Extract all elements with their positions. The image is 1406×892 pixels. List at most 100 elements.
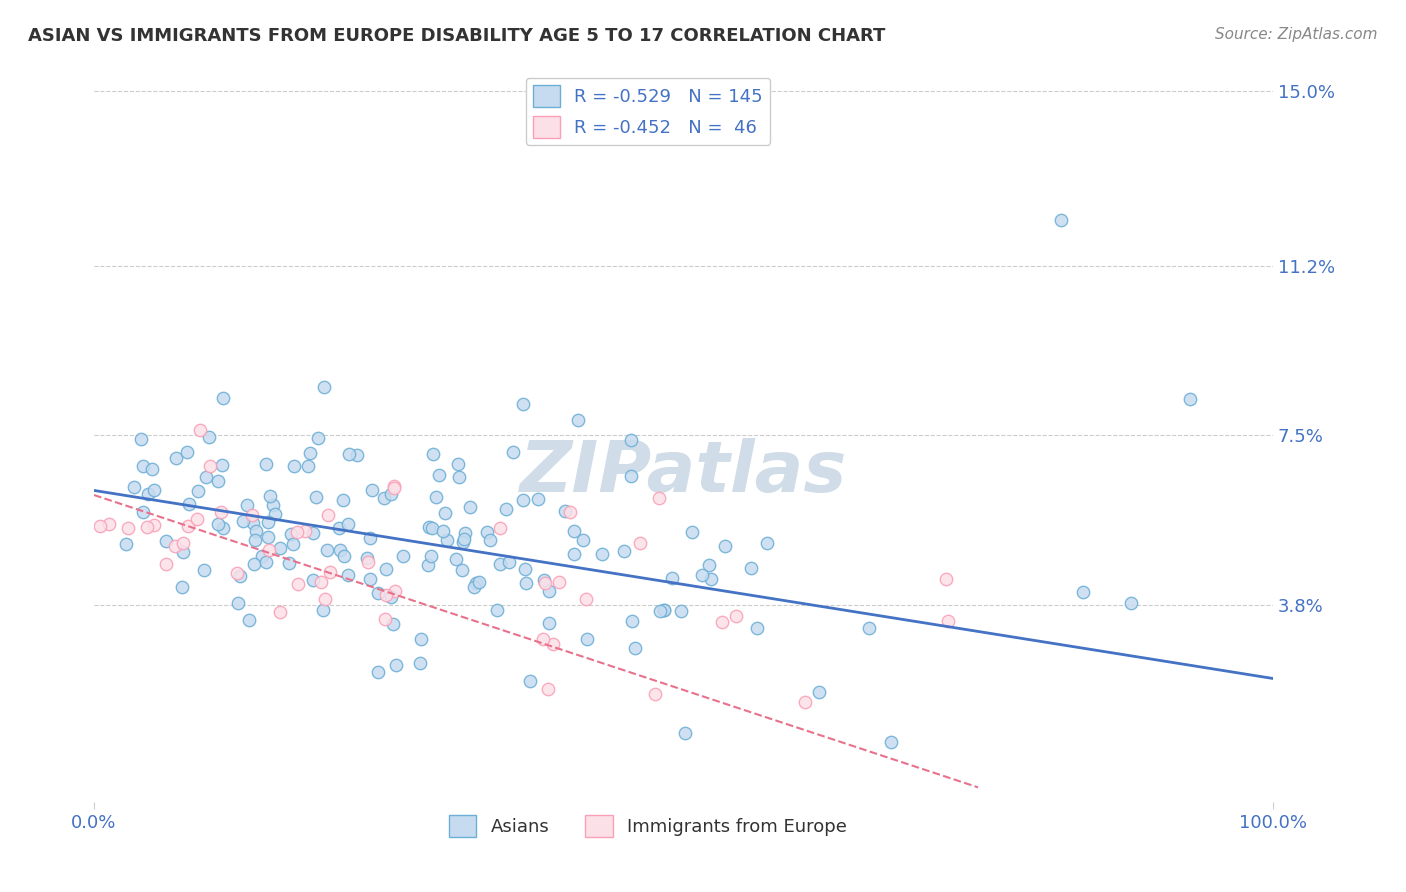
Point (512, 397, 534, 411)
Point (382, 617, 405, 632)
Point (454, 526, 477, 541)
Point (538, 616, 561, 631)
Point (280, 527, 302, 541)
Point (690, 568, 713, 582)
Point (644, 687, 666, 701)
Point (131, 458, 153, 473)
Point (259, 489, 281, 503)
Point (302, 573, 325, 587)
Point (269, 541, 291, 555)
Point (333, 549, 356, 564)
Point (209, 504, 232, 518)
Point (187, 483, 209, 498)
Point (256, 516, 278, 530)
Point (513, 561, 536, 575)
Point (337, 447, 360, 461)
Point (226, 596, 249, 610)
Point (374, 562, 396, 576)
Point (117, 521, 139, 535)
Point (188, 423, 211, 437)
Point (252, 549, 274, 564)
Point (453, 532, 475, 546)
Point (463, 580, 485, 594)
Point (176, 445, 198, 459)
Point (256, 530, 278, 544)
Point (98, 516, 121, 531)
Point (807, 685, 830, 699)
Point (547, 575, 569, 590)
Point (367, 586, 389, 600)
Legend: Asians, Immigrants from Europe: Asians, Immigrants from Europe (441, 808, 853, 845)
Point (240, 508, 263, 522)
Point (1049, 212, 1071, 227)
Point (155, 534, 177, 549)
Point (193, 563, 215, 577)
Text: ASIAN VS IMMIGRANTS FROM EUROPE DISABILITY AGE 5 TO 17 CORRELATION CHART: ASIAN VS IMMIGRANTS FROM EUROPE DISABILI… (28, 27, 886, 45)
Point (285, 525, 308, 540)
Point (620, 469, 643, 483)
Point (575, 592, 598, 607)
Point (432, 524, 454, 538)
Point (129, 432, 152, 446)
Point (283, 458, 305, 473)
Point (936, 614, 959, 628)
Point (613, 543, 636, 558)
Point (628, 536, 651, 550)
Point (567, 413, 589, 427)
Point (714, 539, 737, 553)
Point (332, 493, 354, 508)
Point (654, 603, 676, 617)
Point (422, 521, 444, 535)
Point (515, 575, 537, 590)
Point (346, 448, 368, 462)
Point (170, 580, 193, 594)
Point (711, 615, 734, 630)
Point (1180, 392, 1202, 406)
Point (314, 379, 336, 393)
Point (207, 516, 229, 531)
Point (136, 486, 159, 500)
Point (661, 571, 683, 585)
Point (314, 592, 336, 607)
Point (238, 613, 260, 627)
Point (243, 533, 266, 547)
Point (418, 520, 440, 534)
Point (380, 590, 402, 604)
Point (409, 656, 432, 670)
Point (745, 621, 768, 635)
Point (756, 536, 779, 550)
Point (337, 568, 360, 582)
Point (207, 474, 229, 488)
Point (254, 555, 277, 569)
Point (329, 542, 352, 557)
Point (620, 614, 643, 628)
Point (498, 555, 520, 569)
Point (212, 391, 235, 405)
Point (425, 490, 447, 504)
Point (312, 603, 335, 617)
Point (538, 584, 561, 599)
Point (136, 520, 159, 534)
Text: Source: ZipAtlas.com: Source: ZipAtlas.com (1215, 27, 1378, 42)
Point (793, 695, 815, 709)
Point (143, 483, 166, 498)
Point (681, 525, 703, 540)
Point (479, 533, 502, 548)
Point (465, 575, 488, 590)
Point (700, 573, 723, 587)
Point (446, 457, 468, 471)
Point (374, 588, 396, 602)
Point (489, 521, 512, 535)
Point (172, 536, 194, 550)
Point (537, 681, 560, 696)
Point (652, 602, 675, 616)
Point (141, 462, 163, 476)
Point (264, 507, 287, 521)
Point (373, 612, 395, 626)
Point (669, 604, 692, 618)
Point (575, 632, 598, 647)
Point (115, 537, 138, 551)
Point (562, 547, 585, 561)
Point (451, 563, 474, 577)
Point (1071, 585, 1094, 599)
